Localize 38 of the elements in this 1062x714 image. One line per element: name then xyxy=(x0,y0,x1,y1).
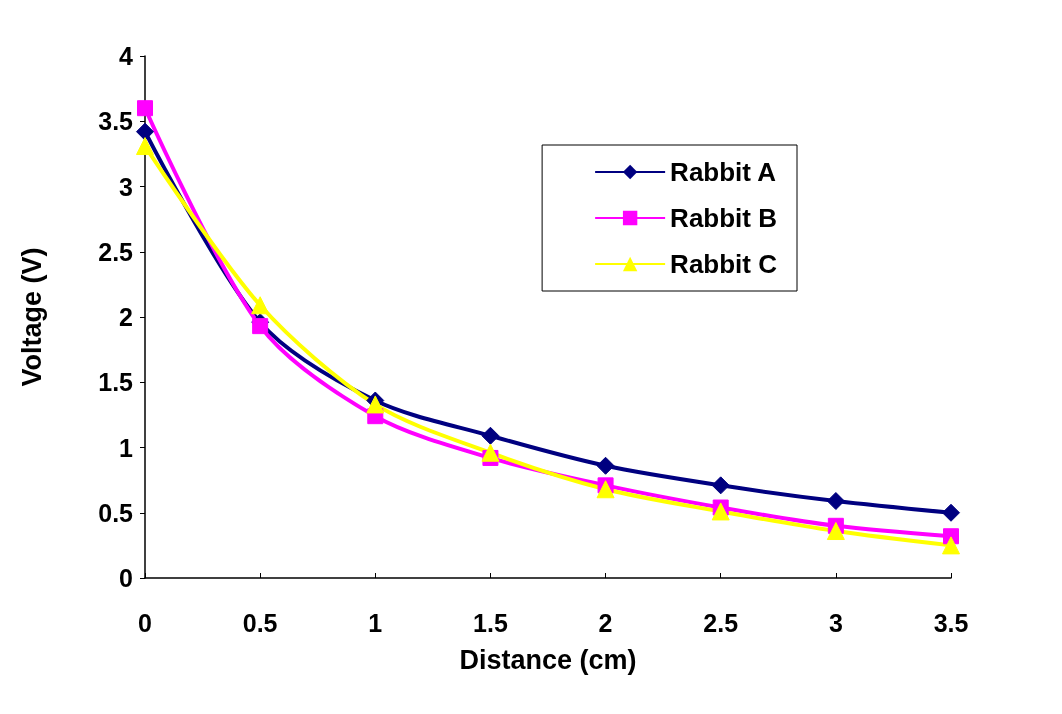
legend-label: Rabbit A xyxy=(670,157,777,187)
y-tick-label: 0.5 xyxy=(98,498,134,527)
y-tick-label: 1.5 xyxy=(98,368,134,397)
point xyxy=(252,318,269,335)
point xyxy=(711,476,730,495)
point xyxy=(826,492,845,511)
y-tick-label: 1 xyxy=(119,433,134,462)
y-tick-label: 2 xyxy=(119,303,133,331)
legend-label: Rabbit B xyxy=(670,203,778,233)
point xyxy=(942,536,960,555)
x-tick-label: 1 xyxy=(368,608,383,637)
x-tick-label: 3.5 xyxy=(933,608,969,637)
x-tick-label: 2 xyxy=(598,608,613,637)
legend-label: Rabbit C xyxy=(670,249,778,279)
x-tick-label: 3 xyxy=(828,608,843,637)
point xyxy=(481,426,500,445)
y-tick-label: 4 xyxy=(119,42,134,70)
point xyxy=(942,503,960,522)
x-axis-title: Distance (cm) xyxy=(459,644,637,675)
x-tick-label: 1.5 xyxy=(473,608,508,637)
point xyxy=(596,456,615,475)
point xyxy=(136,137,154,156)
point xyxy=(481,443,500,462)
point xyxy=(366,395,385,414)
point xyxy=(137,100,153,117)
point xyxy=(251,296,270,315)
y-tick-label: 3.5 xyxy=(98,107,134,136)
y-tick-label: 2.5 xyxy=(98,237,134,266)
y-tick-label: 0 xyxy=(119,564,133,592)
point xyxy=(711,502,730,521)
x-tick-label: 0.5 xyxy=(242,608,278,637)
point xyxy=(826,522,845,541)
x-tick-label: 2.5 xyxy=(703,608,739,637)
point xyxy=(596,480,615,499)
point xyxy=(136,122,154,141)
y-axis-title: Voltage (V) xyxy=(16,247,47,387)
x-tick-label: 0 xyxy=(138,608,152,637)
y-tick-label: 3 xyxy=(119,172,133,201)
